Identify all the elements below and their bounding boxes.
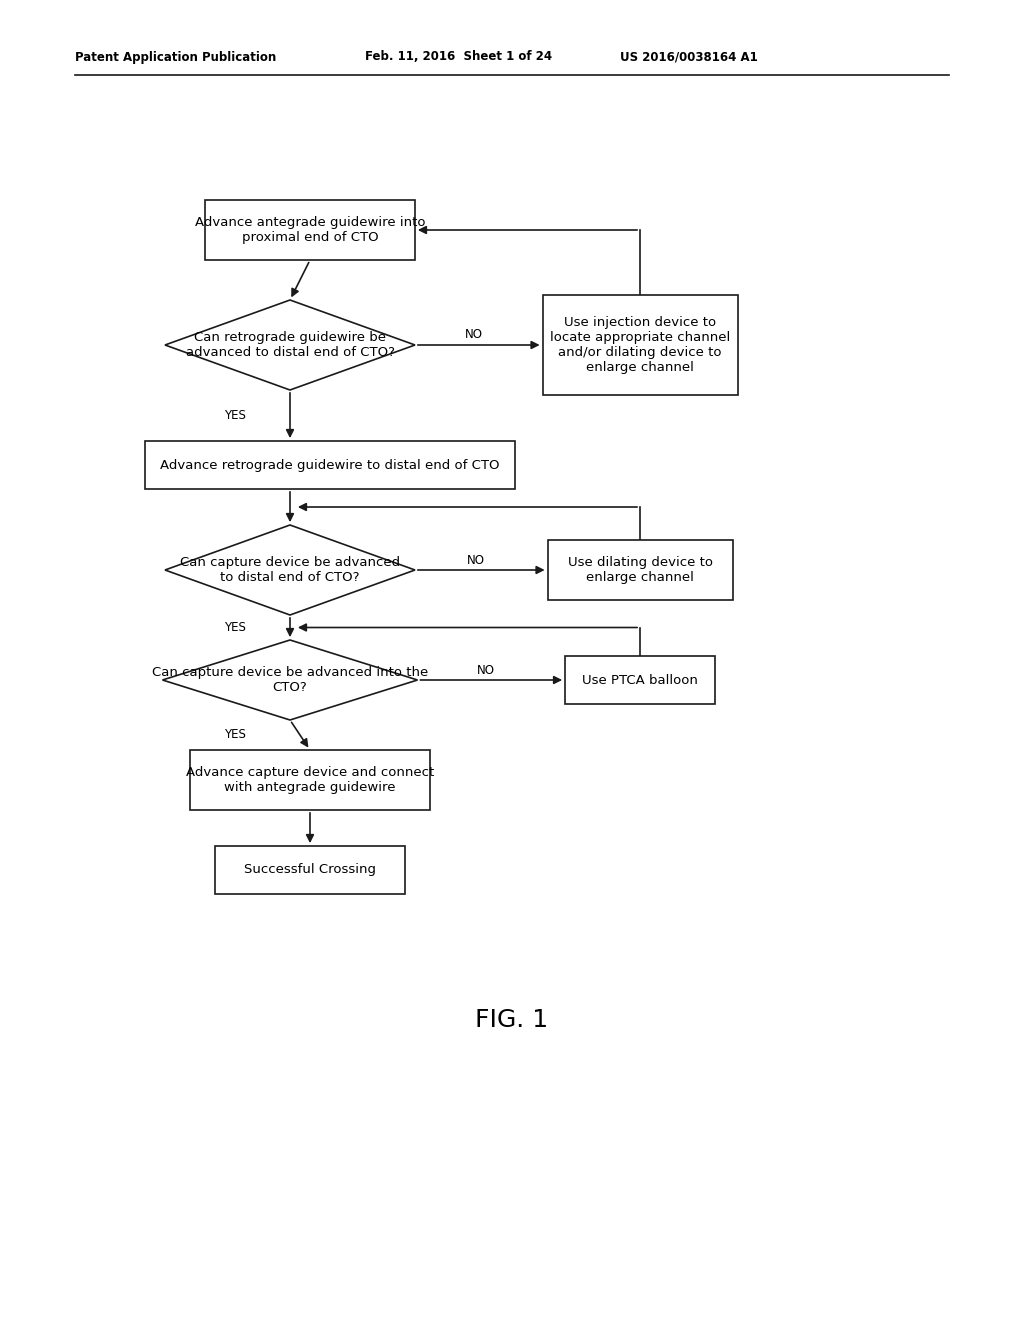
FancyBboxPatch shape [190, 750, 430, 810]
FancyBboxPatch shape [205, 201, 415, 260]
FancyBboxPatch shape [565, 656, 715, 704]
FancyBboxPatch shape [548, 540, 732, 601]
Polygon shape [165, 525, 415, 615]
Text: Can retrograde guidewire be
advanced to distal end of CTO?: Can retrograde guidewire be advanced to … [185, 331, 394, 359]
Text: Successful Crossing: Successful Crossing [244, 863, 376, 876]
Text: NO: NO [465, 329, 482, 342]
Text: NO: NO [467, 553, 485, 566]
Text: YES: YES [224, 620, 246, 634]
Text: Advance capture device and connect
with antegrade guidewire: Advance capture device and connect with … [186, 766, 434, 795]
Text: Advance retrograde guidewire to distal end of CTO: Advance retrograde guidewire to distal e… [160, 458, 500, 471]
Text: NO: NO [477, 664, 496, 676]
Text: Feb. 11, 2016  Sheet 1 of 24: Feb. 11, 2016 Sheet 1 of 24 [365, 50, 552, 63]
Text: Use PTCA balloon: Use PTCA balloon [582, 673, 698, 686]
Text: Use injection device to
locate appropriate channel
and/or dilating device to
enl: Use injection device to locate appropria… [550, 315, 730, 374]
Text: Advance antegrade guidewire into
proximal end of CTO: Advance antegrade guidewire into proxima… [195, 216, 425, 244]
Text: Can capture device be advanced
to distal end of CTO?: Can capture device be advanced to distal… [180, 556, 400, 583]
FancyBboxPatch shape [543, 294, 737, 395]
Text: YES: YES [224, 409, 246, 422]
Text: YES: YES [224, 729, 246, 742]
Text: US 2016/0038164 A1: US 2016/0038164 A1 [620, 50, 758, 63]
FancyBboxPatch shape [145, 441, 515, 488]
FancyBboxPatch shape [215, 846, 406, 894]
Text: Patent Application Publication: Patent Application Publication [75, 50, 276, 63]
Text: FIG. 1: FIG. 1 [475, 1008, 549, 1032]
Polygon shape [165, 300, 415, 389]
Polygon shape [163, 640, 418, 719]
Text: Use dilating device to
enlarge channel: Use dilating device to enlarge channel [567, 556, 713, 583]
Text: Can capture device be advanced into the
CTO?: Can capture device be advanced into the … [152, 667, 428, 694]
